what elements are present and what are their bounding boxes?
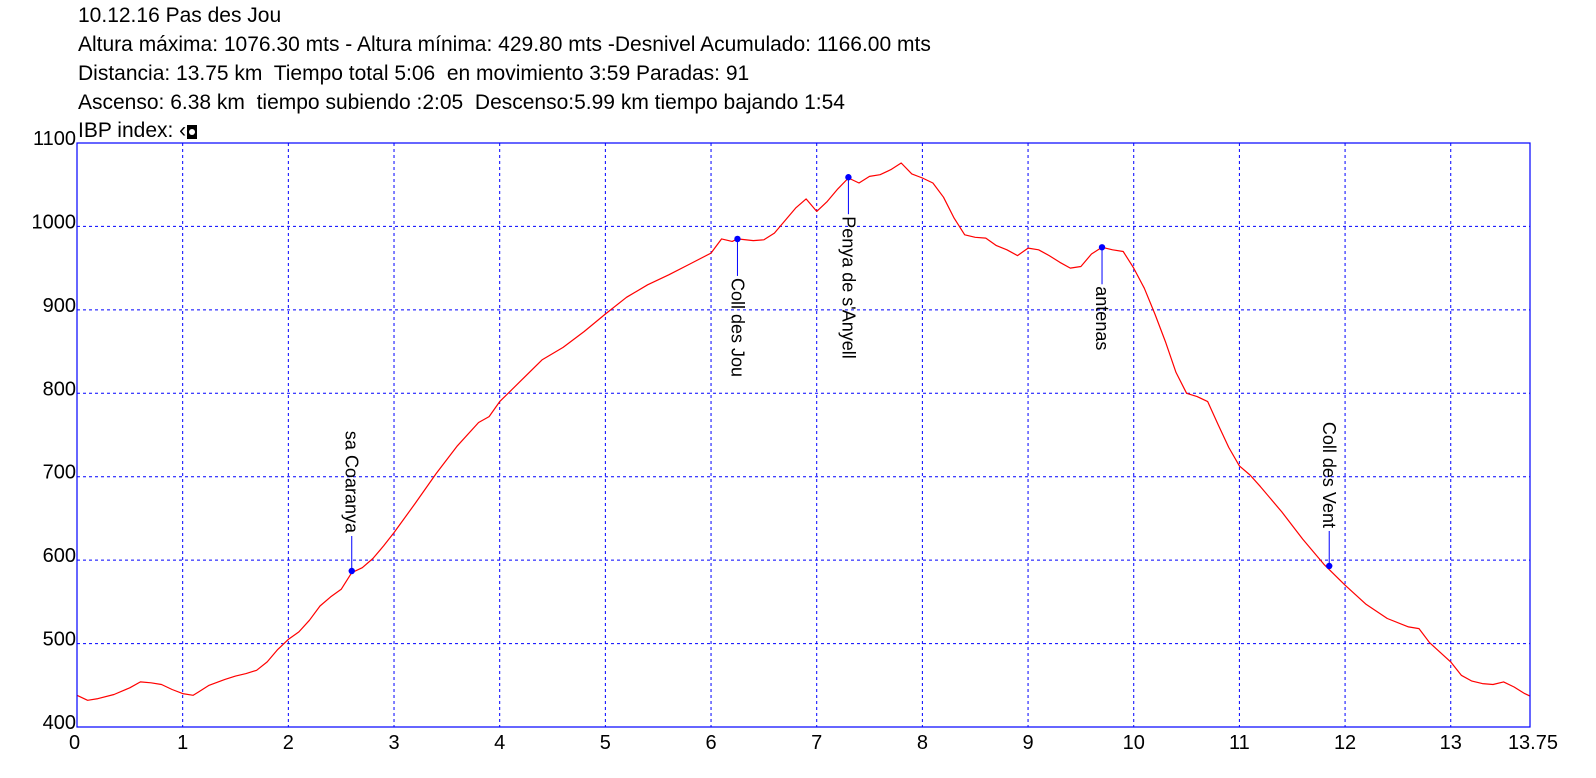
x-tick-label: 5 [600, 732, 611, 754]
ascent-descent-summary: Ascenso: 6.38 km tiempo subiendo :2:05 D… [78, 91, 845, 114]
x-tick-label: 7 [811, 732, 822, 754]
plot-frame [76, 142, 1531, 728]
x-tick-label: 8 [917, 732, 928, 754]
x-tick-label: 0 [69, 732, 80, 754]
waypoint: Coll des Jou [727, 235, 747, 377]
x-tick-label: 3 [388, 732, 399, 754]
ibp-index-glyph [187, 125, 198, 139]
waypoint-label: antenas [1092, 286, 1112, 350]
waypoint: Coll des Vent [1319, 422, 1339, 570]
altitude-summary: Altura máxima: 1076.30 mts - Altura míni… [78, 33, 931, 56]
y-tick-label: 700 [43, 462, 76, 484]
y-tick-label: 400 [43, 712, 76, 734]
x-tick-label: 13 [1440, 732, 1462, 754]
y-tick-label: 1100 [33, 128, 76, 150]
grid-lines [77, 143, 1530, 727]
waypoint-label: Penya de s'Anyell [838, 216, 858, 359]
x-tick-label: 9 [1022, 732, 1033, 754]
x-tick-label: 13.75 [1508, 732, 1558, 754]
profile-line [76, 162, 1531, 701]
x-tick-label: 4 [494, 732, 505, 754]
waypoint: antenas [1092, 244, 1112, 350]
y-axis-ticks: 400 500 600 700 800 900 1000 1100 [32, 128, 77, 734]
distance-time-summary: Distancia: 13.75 km Tiempo total 5:06 en… [78, 62, 750, 85]
x-tick-label: 12 [1334, 732, 1356, 754]
x-tick-label: 2 [283, 732, 294, 754]
waypoint: Penya de s'Anyell [838, 174, 858, 359]
waypoint-label: Coll des Vent [1319, 422, 1339, 528]
y-tick-label: 1000 [32, 211, 77, 233]
y-tick-label: 800 [43, 378, 76, 400]
y-tick-label: 600 [43, 545, 76, 567]
ibp-index: IBP index: ‹ [78, 119, 198, 143]
x-axis-ticks: 0 1 2 3 4 5 6 7 8 9 10 11 12 13 13.75 [69, 732, 1558, 754]
waypoint-label: sa Coaranya [342, 431, 362, 534]
profile-series [76, 162, 1531, 701]
ibp-index-label: IBP index: ‹ [78, 119, 187, 142]
y-tick-label: 500 [43, 629, 76, 651]
waypoint-label: Coll des Jou [727, 278, 747, 377]
y-tick-label: 900 [43, 295, 76, 317]
x-tick-label: 11 [1229, 732, 1250, 754]
x-tick-label: 10 [1123, 732, 1145, 754]
chart-title: 10.12.16 Pas des Jou [78, 4, 282, 27]
x-tick-label: 6 [705, 732, 716, 754]
waypoint: sa Coaranya [342, 431, 362, 575]
waypoint-markers: sa Coaranya Coll des Jou Penya de s'Anyell… [342, 174, 1339, 575]
x-tick-label: 1 [177, 732, 188, 754]
